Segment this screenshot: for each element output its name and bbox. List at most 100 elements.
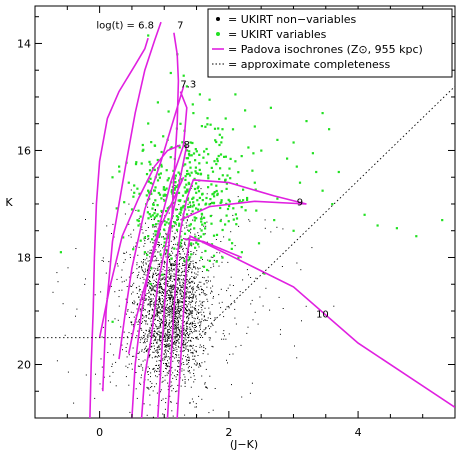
non-variable-point	[301, 320, 302, 322]
non-variable-point	[188, 365, 190, 367]
non-variable-point	[189, 304, 191, 306]
non-variable-point	[165, 345, 167, 346]
non-variable-point	[160, 323, 161, 325]
variable-point	[198, 196, 201, 199]
non-variable-point	[167, 389, 169, 391]
non-variable-point	[167, 326, 169, 328]
variable-point	[159, 172, 162, 175]
non-variable-point	[193, 282, 195, 284]
non-variable-point	[184, 275, 186, 277]
non-variable-point	[169, 357, 171, 358]
non-variable-point	[153, 285, 155, 287]
non-variable-point	[188, 323, 190, 325]
non-variable-point	[188, 267, 190, 268]
non-variable-point	[164, 277, 166, 279]
non-variable-point	[184, 343, 186, 345]
variable-point	[216, 192, 219, 195]
non-variable-point	[200, 324, 202, 326]
non-variable-point	[204, 319, 206, 321]
variable-point	[156, 101, 159, 104]
non-variable-point	[153, 267, 155, 269]
variable-point	[213, 160, 216, 163]
non-variable-point	[167, 340, 169, 341]
variable-point	[200, 256, 203, 259]
isochrone-line	[180, 200, 307, 221]
non-variable-point	[175, 243, 177, 245]
non-variable-point	[153, 421, 154, 422]
non-variable-point	[192, 296, 194, 298]
variable-point	[221, 256, 224, 259]
non-variable-point	[175, 427, 176, 428]
non-variable-point	[145, 252, 147, 254]
non-variable-point	[171, 248, 173, 250]
non-variable-point	[182, 257, 184, 259]
non-variable-point	[158, 334, 160, 336]
non-variable-point	[186, 363, 188, 365]
non-variable-point	[165, 298, 167, 299]
non-variable-point	[188, 292, 190, 294]
variable-point	[292, 141, 295, 144]
non-variable-point	[136, 397, 138, 399]
non-variable-point	[160, 335, 162, 337]
variable-point	[160, 165, 163, 168]
non-variable-point	[174, 338, 176, 340]
non-variable-point	[203, 293, 205, 295]
non-variable-point	[174, 264, 176, 266]
non-variable-point	[300, 269, 302, 271]
non-variable-point	[183, 325, 185, 327]
non-variable-point	[175, 310, 177, 312]
non-variable-point	[143, 264, 144, 266]
non-variable-point	[154, 225, 156, 227]
non-variable-point	[210, 203, 212, 205]
variable-point	[255, 209, 258, 212]
non-variable-point	[161, 298, 163, 300]
non-variable-point	[62, 303, 64, 305]
non-variable-point	[149, 298, 151, 300]
non-variable-point	[154, 339, 156, 341]
non-variable-point	[237, 196, 239, 198]
non-variable-point	[143, 259, 144, 260]
non-variable-point	[191, 321, 193, 323]
non-variable-point	[155, 284, 157, 286]
non-variable-point	[181, 368, 183, 370]
variable-point	[197, 203, 200, 206]
non-variable-point	[198, 281, 200, 283]
non-variable-point	[183, 296, 185, 298]
non-variable-point	[176, 244, 178, 246]
non-variable-point	[162, 306, 164, 308]
non-variable-point	[138, 246, 140, 248]
non-variable-point	[161, 336, 163, 338]
variable-point	[219, 167, 222, 170]
non-variable-point	[157, 260, 159, 261]
non-variable-point	[178, 334, 180, 336]
non-variable-point	[149, 270, 151, 272]
non-variable-point	[183, 258, 185, 259]
non-variable-point	[170, 312, 172, 314]
non-variable-point	[168, 311, 170, 313]
non-variable-point	[230, 304, 232, 306]
non-variable-point	[185, 335, 187, 336]
isochrone-line	[176, 234, 455, 418]
non-variable-point	[175, 257, 177, 259]
non-variable-point	[161, 307, 163, 309]
non-variable-point	[181, 320, 183, 322]
variable-point	[138, 192, 141, 195]
non-variable-point	[201, 346, 203, 348]
non-variable-point	[121, 269, 123, 271]
non-variable-point	[75, 248, 77, 249]
legend-entry-label: = approximate completeness	[228, 58, 391, 71]
non-variable-point	[191, 332, 193, 334]
non-variable-point	[153, 218, 155, 220]
non-variable-point	[150, 336, 152, 337]
non-variable-point	[212, 257, 214, 258]
variable-point	[156, 158, 159, 162]
non-variable-point	[189, 311, 191, 313]
non-variable-point	[206, 286, 208, 288]
non-variable-point	[158, 300, 160, 302]
non-variable-point	[191, 288, 193, 290]
non-variable-point	[182, 274, 184, 276]
non-variable-point	[179, 253, 180, 255]
non-variable-point	[179, 291, 181, 293]
non-variable-point	[200, 337, 201, 338]
non-variable-point	[154, 356, 156, 358]
